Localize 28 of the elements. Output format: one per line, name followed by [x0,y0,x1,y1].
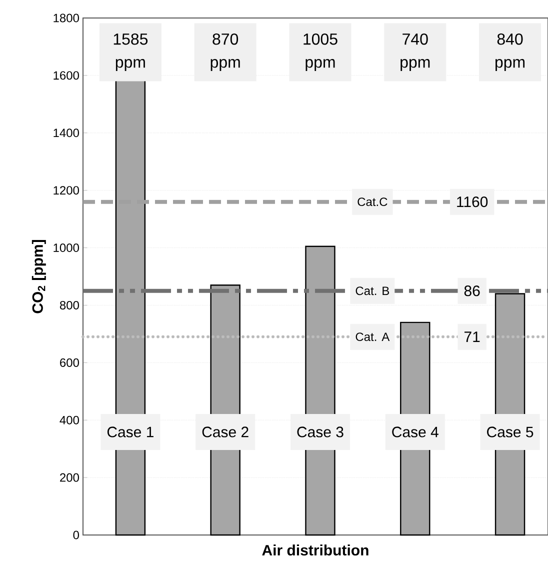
y-tick-label: 400 [60,416,79,424]
y-tick-label: 1800 [54,14,79,22]
y-tick-label: 1600 [54,71,79,80]
y-axis-title: CO$_{2}$ [ppm] [32,240,46,314]
y-tick-label: 600 [60,358,79,367]
ref-line-label: Cat.C [358,198,388,206]
y-tick-label: 1200 [54,186,79,195]
annotation: 840 ppm [496,33,525,71]
annotation: 71 [464,332,480,342]
annotation: 740 ppm [400,33,430,71]
x-tick-label: Case 4 [392,426,438,438]
y-tick-label: 0 [73,530,79,540]
annotation: 870 ppm [210,33,240,71]
annotation: 1585 ppm [114,33,148,71]
x-tick-label: Case 5 [487,426,534,438]
y-tick-label: 200 [60,473,79,482]
x-tick-label: Case 3 [297,426,344,438]
ref-line-label: Cat. B [356,286,390,296]
x-tick-label: Case 1 [107,426,154,438]
y-tick-label: 800 [60,300,79,310]
annotation: 86 [464,286,480,296]
annotation: 1005 ppm [304,33,338,71]
x-tick-label: Case 2 [202,426,248,438]
x-axis-title: Air distribution [262,544,368,556]
y-tick-label: 1400 [54,128,79,138]
ref-line-label: Cat. A [356,332,390,342]
annotation: 1160 [457,196,488,208]
y-tick-label: 1000 [54,244,79,252]
